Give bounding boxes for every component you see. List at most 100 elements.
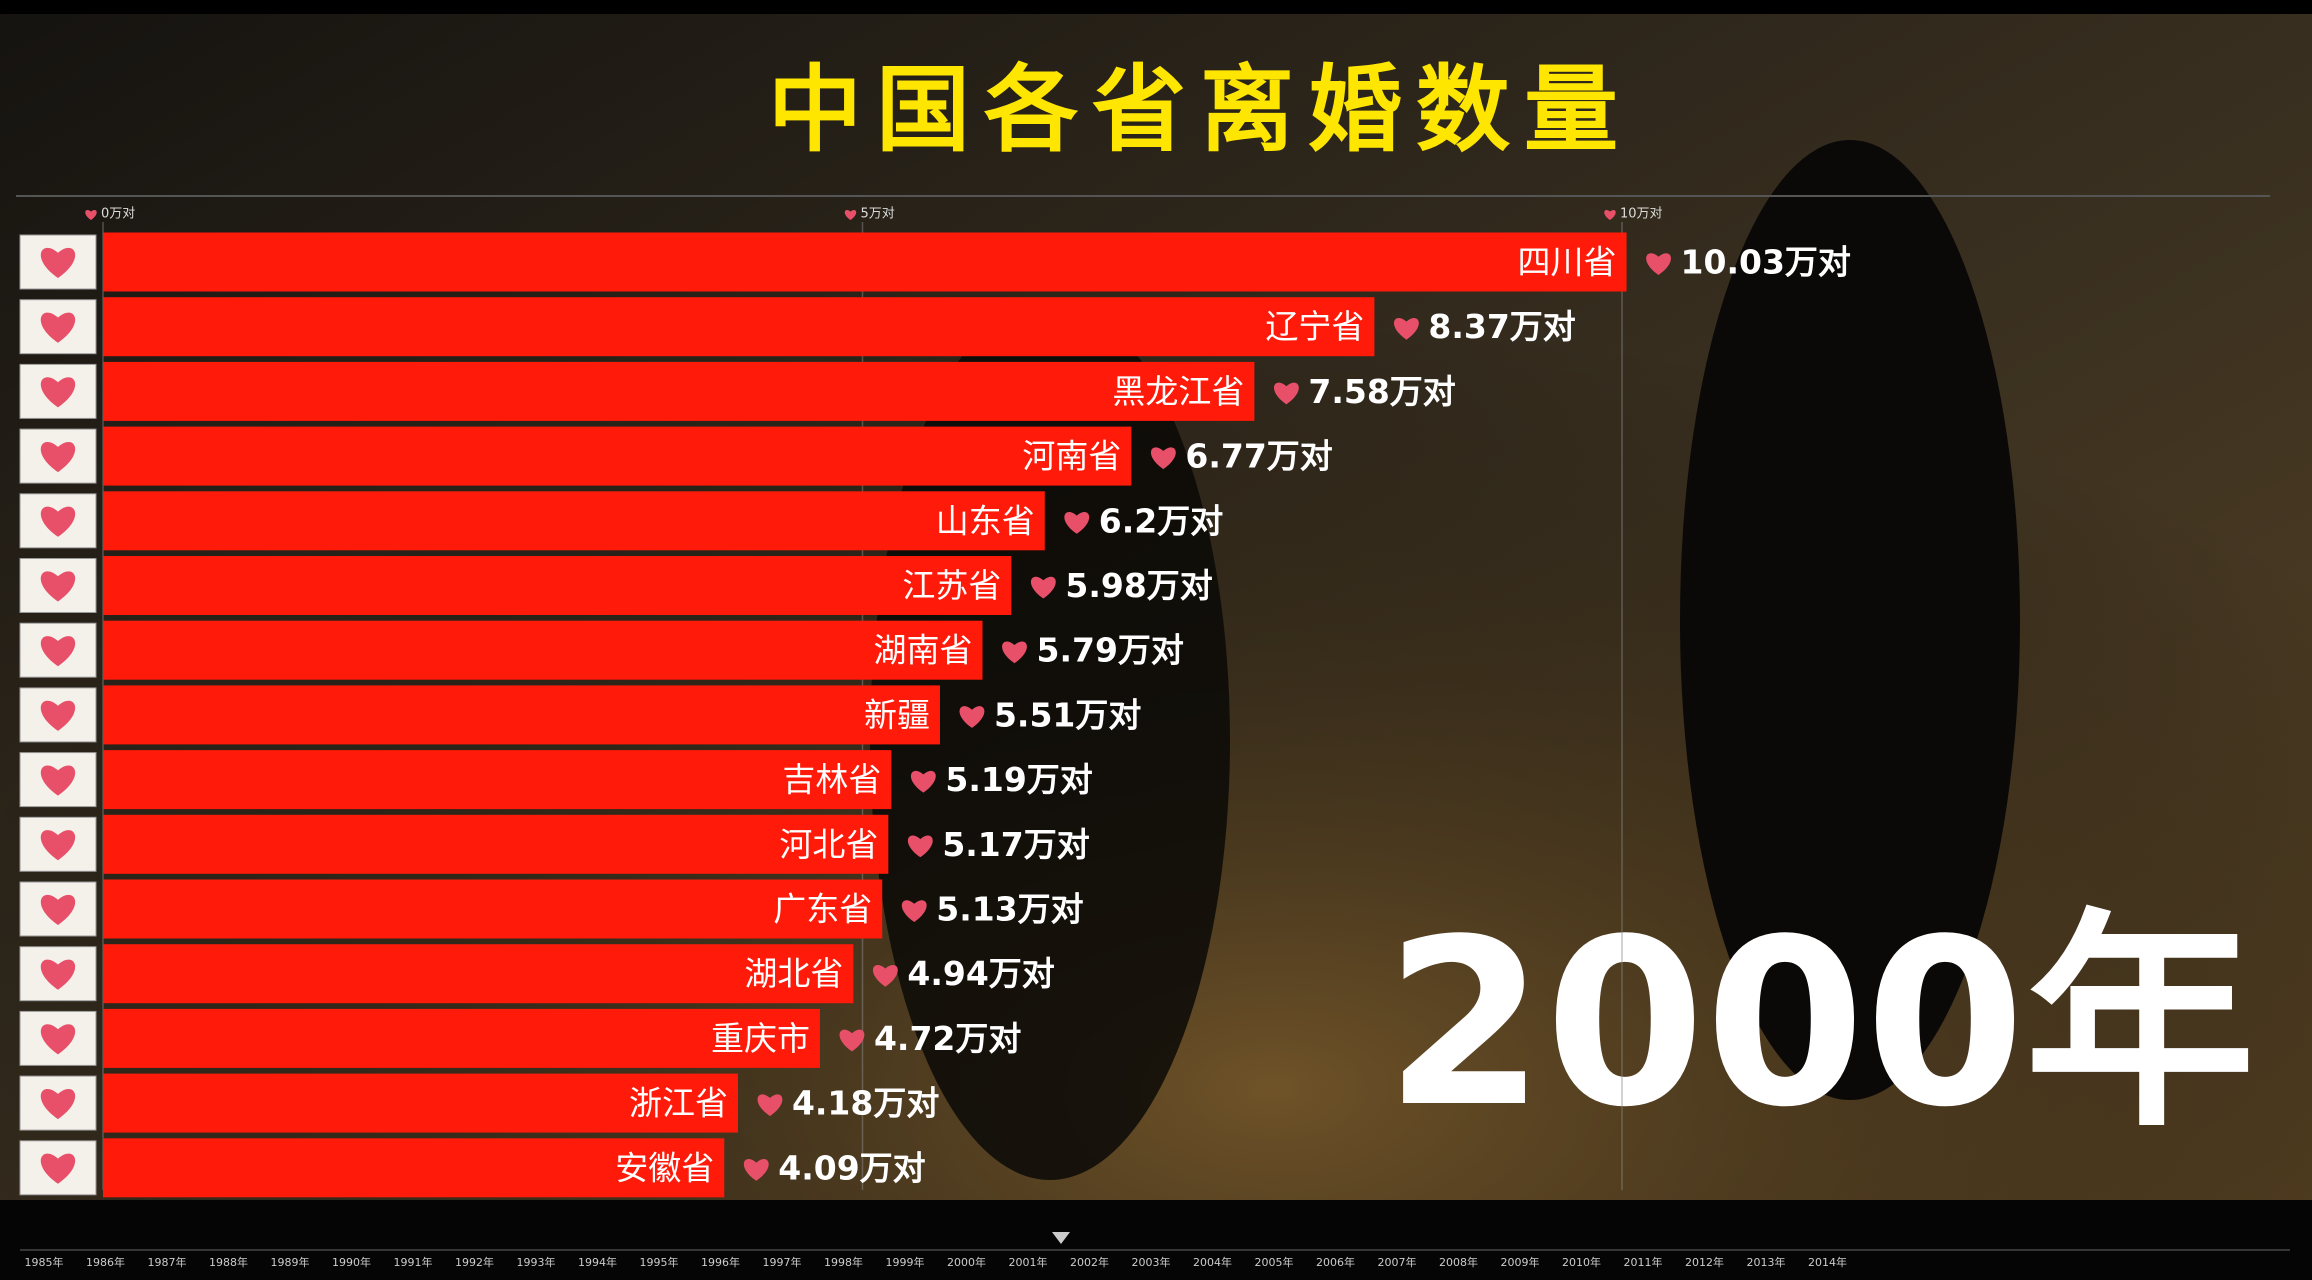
timeline-label: 2004年 (1193, 1255, 1232, 1269)
bar (103, 297, 1375, 357)
timeline-label: 2005年 (1255, 1255, 1294, 1269)
timeline-label: 1996年 (701, 1255, 740, 1269)
timeline-label: 2011年 (1624, 1255, 1663, 1269)
timeline-label: 2014年 (1808, 1255, 1847, 1269)
timeline-label: 2003年 (1132, 1255, 1171, 1269)
value-icon (907, 835, 933, 858)
flag-heart (40, 506, 76, 537)
timeline-label: 2013年 (1747, 1255, 1786, 1269)
timeline-label: 2000年 (947, 1255, 986, 1269)
value-label: 4.94万对 (907, 954, 1054, 993)
category-label: 安徽省 (615, 1148, 714, 1187)
timeline-label: 1985年 (25, 1255, 64, 1269)
value-label: 4.72万对 (874, 1019, 1021, 1058)
category-label: 河北省 (779, 825, 878, 864)
silhouette (1680, 140, 2020, 1100)
timeline-label: 1989年 (271, 1255, 310, 1269)
bar (103, 361, 1255, 421)
value-icon (1064, 512, 1090, 534)
category-label: 吉林省 (782, 760, 881, 799)
timeline-label: 1998年 (824, 1255, 863, 1269)
flag-heart (40, 765, 76, 796)
timeline-label: 2007年 (1378, 1255, 1417, 1269)
value-icon (743, 1159, 769, 1181)
flag-heart (40, 1088, 76, 1120)
value-label: 4.18万对 (792, 1084, 939, 1123)
value-icon (901, 900, 927, 922)
timeline-label: 1988年 (209, 1255, 248, 1269)
category-label: 湖北省 (744, 954, 843, 993)
tick-icon (844, 209, 857, 220)
category-label: 浙江省 (629, 1084, 728, 1123)
flag-heart (40, 441, 76, 473)
year-annotation: 2000年 (1385, 891, 2255, 1158)
bar (103, 1138, 725, 1198)
timeline-label: 2010年 (1562, 1255, 1601, 1269)
value-icon (1393, 317, 1419, 340)
timeline-label: 1995年 (640, 1255, 679, 1269)
timeline-label: 1993年 (517, 1255, 556, 1269)
flag-heart (40, 571, 76, 602)
bar (103, 1008, 820, 1068)
timeline-label: 2008年 (1439, 1255, 1478, 1269)
value-label: 7.58万对 (1308, 372, 1455, 411)
value-label: 5.13万对 (936, 890, 1083, 929)
value-label: 5.98万对 (1065, 566, 1212, 605)
bar (103, 879, 883, 939)
x-tick-label: 0万对 (101, 207, 135, 222)
flag-heart (40, 312, 76, 343)
category-label: 广东省 (773, 890, 872, 929)
value-icon (1646, 253, 1671, 275)
value-label: 4.09万对 (778, 1148, 925, 1187)
category-label: 辽宁省 (1265, 307, 1364, 346)
bar (103, 556, 1012, 615)
category-label: 湖南省 (874, 631, 973, 670)
top-strip (0, 0, 2312, 14)
bar (103, 944, 854, 1004)
chart-title: 中国各省离婚数量 (768, 56, 1632, 165)
bar (103, 685, 940, 745)
value-icon (757, 1094, 783, 1117)
value-icon (1030, 576, 1056, 599)
timeline-label: 2001年 (1009, 1255, 1048, 1269)
value-label: 6.2万对 (1099, 501, 1223, 540)
value-icon (959, 706, 985, 728)
bar (103, 620, 983, 680)
tick-icon (1604, 209, 1616, 220)
timeline-label: 1994年 (578, 1255, 617, 1269)
bar (103, 232, 1627, 292)
timeline-label: 2012年 (1685, 1255, 1724, 1269)
flag-heart (40, 700, 76, 731)
bar (103, 491, 1045, 551)
timeline-label: 1997年 (763, 1255, 802, 1269)
category-label: 山东省 (936, 501, 1035, 540)
timeline-marker (1052, 1232, 1070, 1244)
timeline-label: 1990年 (332, 1255, 371, 1269)
timeline-label: 1999年 (886, 1255, 925, 1269)
timeline-label: 2006年 (1316, 1255, 1355, 1269)
tick-icon (85, 209, 97, 220)
bar (103, 1073, 738, 1133)
category-label: 江苏省 (902, 566, 1001, 605)
value-icon (910, 770, 936, 793)
value-label: 5.17万对 (942, 825, 1089, 864)
flag-heart (40, 636, 76, 667)
flag-heart (40, 377, 76, 408)
value-label: 5.19万对 (945, 760, 1092, 799)
flag-heart (40, 1024, 76, 1055)
value-label: 5.79万对 (1037, 631, 1184, 670)
bar (103, 426, 1132, 486)
timeline-label: 1987年 (148, 1255, 187, 1269)
flag-icon (19, 558, 97, 613)
value-icon (872, 964, 898, 987)
flag-heart (40, 247, 76, 278)
timeline-label: 2002年 (1070, 1255, 1109, 1269)
flag-heart (40, 1153, 76, 1184)
value-label: 10.03万对 (1681, 243, 1851, 282)
flag-heart (40, 959, 76, 990)
timeline-label: 1992年 (455, 1255, 494, 1269)
category-label: 新疆 (864, 695, 930, 734)
timeline-label: 2009年 (1501, 1255, 1540, 1269)
value-icon (839, 1029, 865, 1052)
x-tick-label: 5万对 (861, 207, 895, 222)
